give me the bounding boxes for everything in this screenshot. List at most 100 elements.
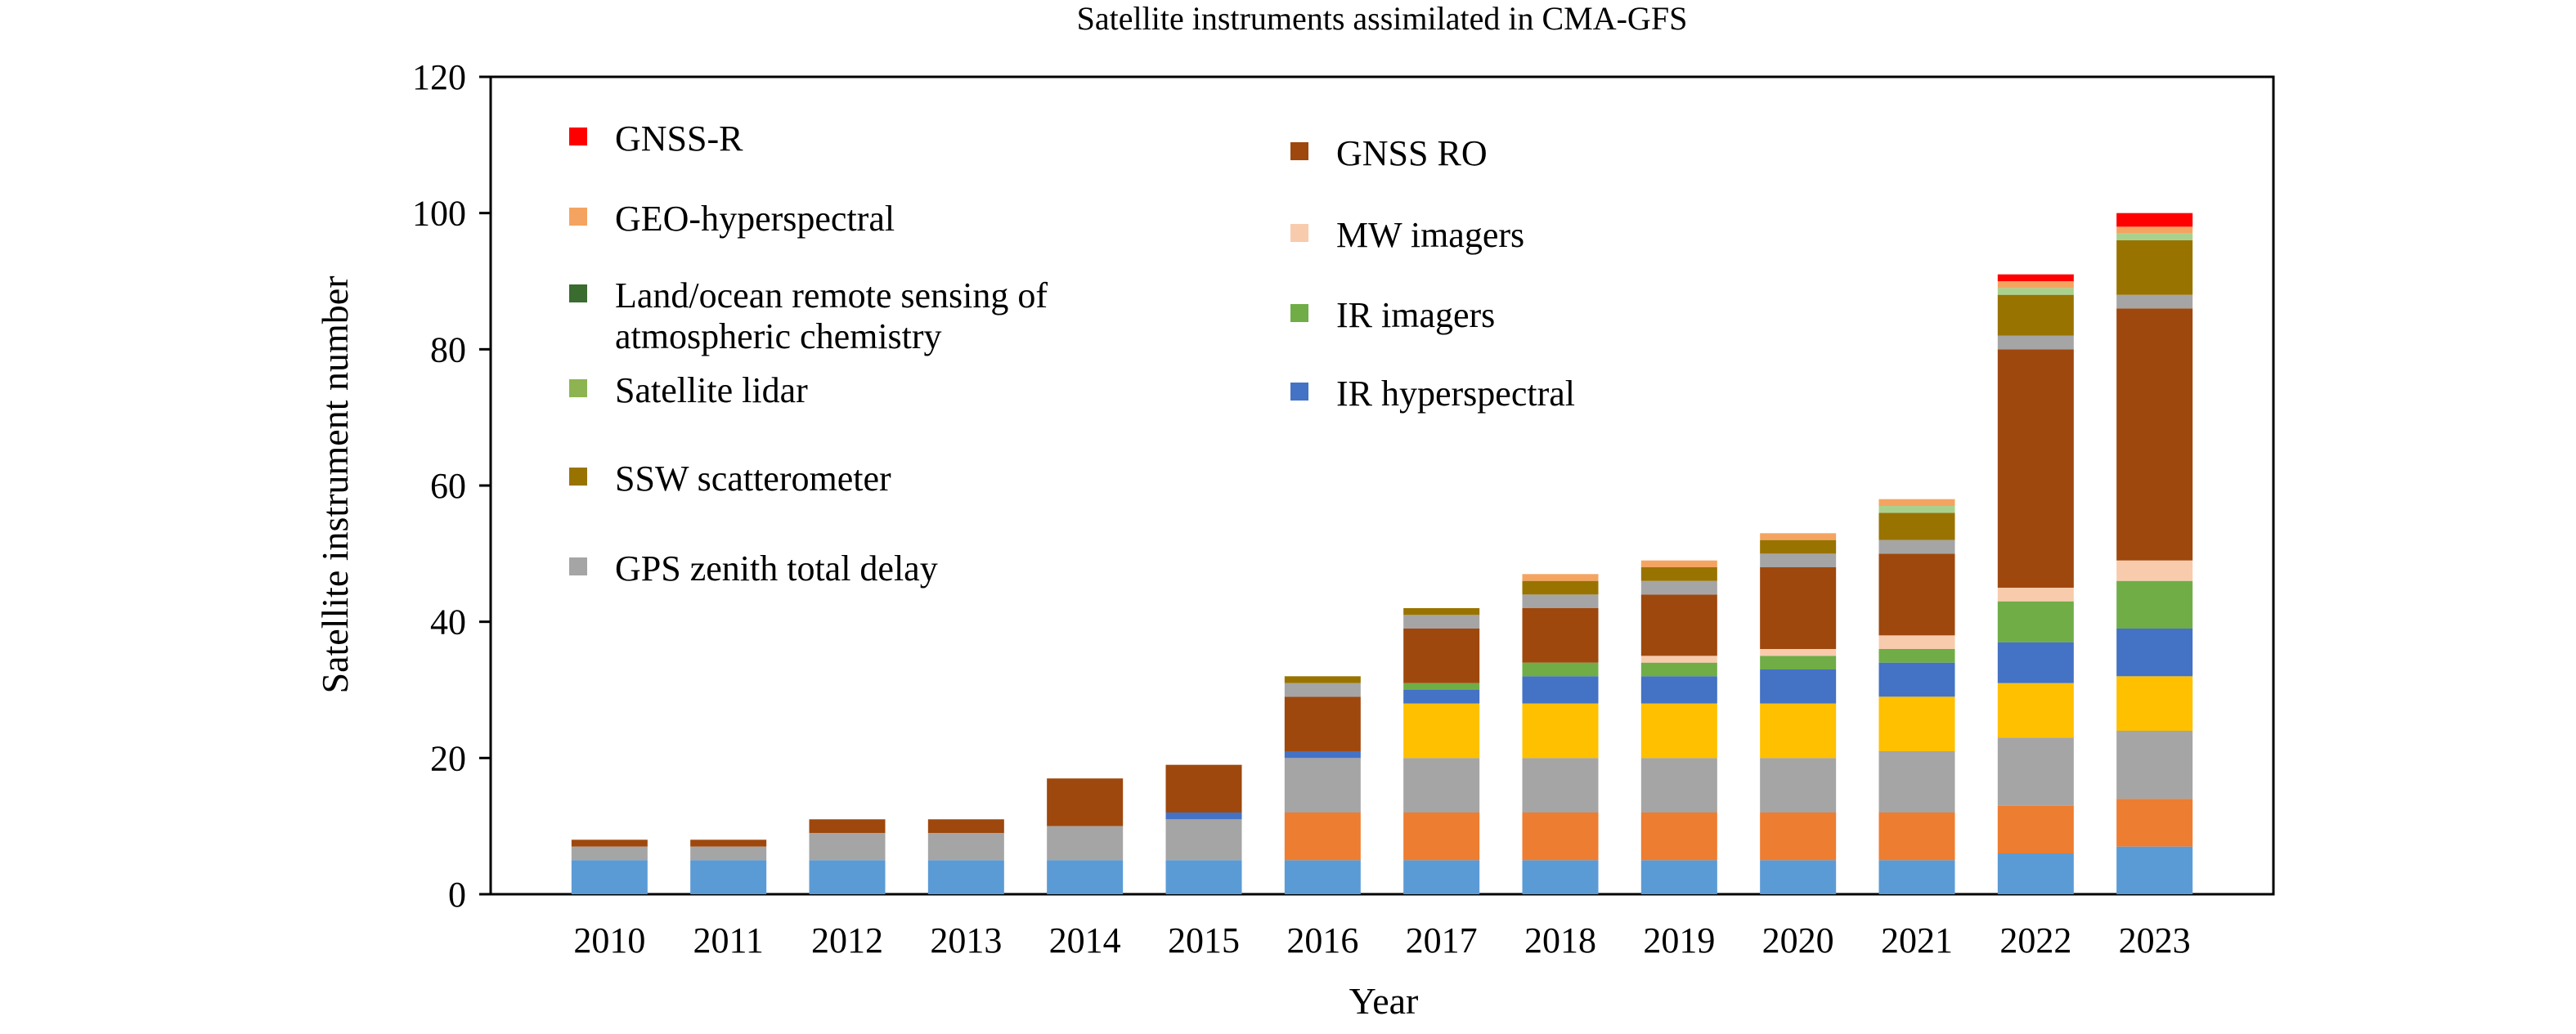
- bar-segment-lidar-2021: [1878, 506, 1955, 513]
- bar-segment-gps_ztd-2021: [1878, 751, 1955, 812]
- bar-segment-ir_img-2020: [1760, 656, 1837, 669]
- bar-segment-s1-2016: [1284, 860, 1361, 894]
- bar-segment-gnss_ro-2017: [1403, 629, 1480, 683]
- bar-segment-ssw-2023: [2116, 240, 2193, 295]
- bar-segment-gps_ztd_top-2023: [2116, 294, 2193, 309]
- bar-segment-gps_ztd-2011: [690, 846, 767, 861]
- bar-segment-s1-2013: [927, 860, 1004, 894]
- legend-label: MW imagers: [1336, 215, 1524, 255]
- legend-label: GNSS RO: [1336, 133, 1488, 173]
- y-tick-label: 80: [430, 329, 466, 369]
- bar-segment-s1-2023: [2116, 846, 2193, 894]
- bar-segment-ir_img-2019: [1640, 662, 1717, 677]
- legend-swatch: [569, 284, 587, 302]
- bars-layer: [571, 213, 2193, 894]
- bar-segment-ir_hyper-2019: [1640, 676, 1717, 704]
- bar-segment-s2-2023: [2116, 799, 2193, 847]
- bar-segment-ssw-2016: [1284, 676, 1361, 683]
- x-tick-label: 2012: [811, 920, 883, 960]
- bar-segment-mw_img-2020: [1760, 649, 1837, 656]
- bar-segment-ir_hyper-2021: [1878, 662, 1955, 697]
- bar-segment-s2-2017: [1403, 812, 1480, 861]
- legend-swatch: [1290, 304, 1308, 322]
- bar-segment-gps_ztd-2023: [2116, 731, 2193, 799]
- legend-label: IR hyperspectral: [1336, 374, 1575, 414]
- bar-segment-gps_ztd-2020: [1760, 758, 1837, 812]
- legend-label: SSW scatterometer: [615, 459, 891, 499]
- legend-label: IR imagers: [1336, 295, 1495, 335]
- bar-segment-gps_ztd_top-2021: [1878, 539, 1955, 554]
- bar-segment-ssw-2020: [1760, 539, 1837, 554]
- bar-segment-s1-2022: [1997, 853, 2074, 894]
- bar-segment-gps_ztd-2018: [1522, 758, 1599, 812]
- bar-segment-geo_hyper-2020: [1760, 533, 1837, 540]
- x-tick-label: 2021: [1881, 920, 1953, 960]
- legend-label: GEO-hyperspectral: [615, 199, 895, 239]
- y-tick-label: 0: [448, 875, 466, 915]
- bar-segment-gps_ztd_top-2022: [1997, 335, 2074, 350]
- bar-segment-s2-2022: [1997, 805, 2074, 853]
- y-ticks: 0 20 40 60 80 100 120: [412, 57, 491, 915]
- legend-swatch: [569, 557, 587, 575]
- bar-segment-gps_ztd-2016: [1284, 758, 1361, 812]
- bar-segment-gnss_ro-2011: [690, 839, 767, 847]
- bar-segment-gnss_r-2023: [2116, 213, 2193, 227]
- bar-segment-ir_img-2022: [1997, 601, 2074, 642]
- bar-segment-gps_ztd-2019: [1640, 758, 1717, 812]
- bar-segment-gps_ztd_top-2020: [1760, 553, 1837, 567]
- bar-segment-gnss_ro-2013: [927, 819, 1004, 833]
- bar-segment-s1-2014: [1047, 860, 1124, 894]
- bar-segment-ir_hyper-2015: [1165, 812, 1242, 820]
- legend-swatch: [569, 208, 587, 226]
- x-tick-label: 2011: [693, 920, 763, 960]
- bar-segment-gnss_ro-2021: [1878, 553, 1955, 636]
- bar-segment-s1-2020: [1760, 860, 1837, 894]
- bar-segment-geo_hyper-2023: [2116, 226, 2193, 234]
- bar-segment-s1-2010: [571, 860, 648, 894]
- chart-title: Satellite instruments assimilated in CMA…: [1077, 0, 1688, 37]
- bar-segment-s1-2015: [1165, 860, 1242, 894]
- bar-segment-ir_hyper-2022: [1997, 642, 2074, 683]
- y-tick-label: 100: [412, 194, 466, 234]
- x-axis-title: Year: [1349, 980, 1419, 1022]
- bar-segment-s4-2021: [1878, 696, 1955, 751]
- bar-segment-mw_img-2022: [1997, 588, 2074, 602]
- bar-segment-s4-2023: [2116, 676, 2193, 731]
- bar-segment-mw_img-2021: [1878, 635, 1955, 649]
- bar-segment-gnss_ro-2016: [1284, 696, 1361, 751]
- y-tick-label: 20: [430, 738, 466, 778]
- bar-segment-gnss_ro-2022: [1997, 349, 2074, 588]
- bar-segment-geo_hyper-2022: [1997, 281, 2074, 289]
- x-tick-label: 2023: [2119, 920, 2191, 960]
- bar-segment-s1-2012: [809, 860, 886, 894]
- bar-segment-ir_img-2017: [1403, 683, 1480, 690]
- bar-segment-gnss_ro-2012: [809, 819, 886, 833]
- bar-segment-ssw-2022: [1997, 294, 2074, 336]
- bar-segment-s2-2018: [1522, 812, 1599, 861]
- bar-segment-s1-2018: [1522, 860, 1599, 894]
- x-tick-label: 2022: [1999, 920, 2071, 960]
- bar-segment-gnss_ro-2014: [1047, 778, 1124, 826]
- legend-swatch: [1290, 224, 1308, 242]
- bar-segment-gps_ztd-2012: [809, 833, 886, 861]
- bar-segment-s1-2019: [1640, 860, 1717, 894]
- x-tick-label: 2018: [1524, 920, 1596, 960]
- bar-segment-gnss_ro-2020: [1760, 567, 1837, 649]
- y-tick-label: 120: [412, 57, 466, 97]
- legend-label-line2: atmospheric chemistry: [615, 316, 942, 356]
- bar-segment-gps_ztd-2017: [1403, 758, 1480, 812]
- legend-label: Land/ocean remote sensing of: [615, 275, 1048, 316]
- x-tick-label: 2013: [930, 920, 1002, 960]
- y-tick-label: 40: [430, 602, 466, 642]
- bar-segment-gnss_ro-2010: [571, 839, 648, 847]
- bar-segment-gnss_ro-2019: [1640, 594, 1717, 656]
- x-tick-label: 2016: [1286, 920, 1358, 960]
- bar-segment-ssw-2019: [1640, 567, 1717, 581]
- bar-segment-lidar-2023: [2116, 233, 2193, 240]
- bar-segment-s4-2017: [1403, 703, 1480, 759]
- bar-segment-gps_ztd-2010: [571, 846, 648, 861]
- legend-swatch: [1290, 383, 1308, 401]
- bar-segment-gnss_ro-2018: [1522, 608, 1599, 663]
- bar-segment-ssw-2018: [1522, 580, 1599, 595]
